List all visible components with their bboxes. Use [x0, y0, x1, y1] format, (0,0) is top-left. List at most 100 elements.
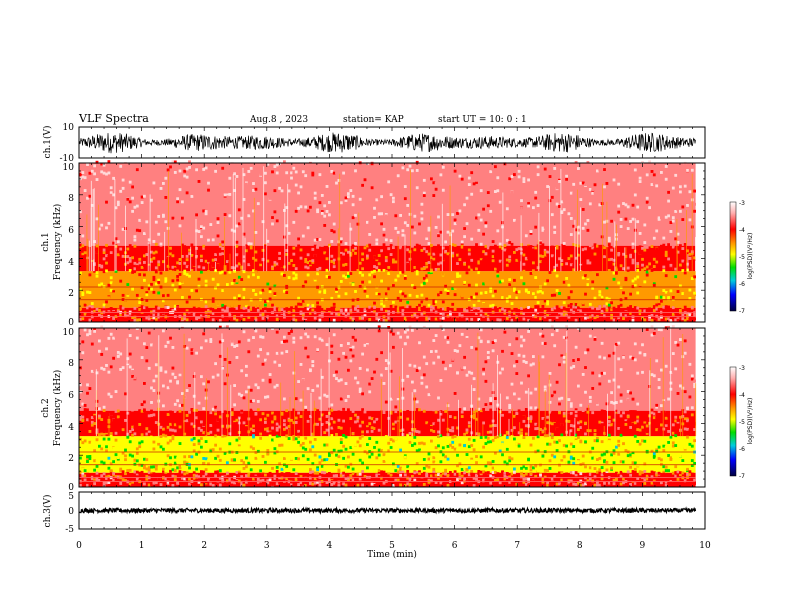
spectrogram-cell [596, 193, 599, 197]
spectrogram-cell [116, 310, 120, 313]
spectrogram-cell [214, 230, 217, 234]
spectrogram-cell [173, 300, 177, 303]
spectrogram-cell [233, 481, 236, 485]
spectrogram-cell [560, 280, 564, 284]
spectrogram-cell [79, 415, 82, 418]
spectrogram-cell [240, 475, 244, 479]
spectrogram-cell [607, 316, 611, 320]
spectrogram-cell [140, 476, 144, 480]
spectrogram-cell [211, 205, 215, 209]
spectrogram-cell [339, 280, 343, 283]
spectrogram-cell [126, 247, 130, 251]
spectrogram-cell [169, 336, 172, 340]
spectrogram-cell [240, 278, 244, 281]
spectrogram-cell [159, 413, 163, 416]
spectrogram-cell [344, 258, 348, 262]
spectrogram-cell [358, 267, 362, 270]
spectrogram-cell [169, 428, 172, 432]
spectrogram-cell [384, 248, 388, 252]
ch1-spectrogram-ylabel: Frequency (kHz) [52, 204, 63, 281]
spectrogram-cell [105, 431, 108, 435]
spectrogram-cell [344, 483, 348, 487]
spectrogram-cell [598, 293, 602, 297]
spectrogram-cell [169, 206, 172, 210]
spectrogram-cell [363, 289, 367, 293]
spectrogram-cell [273, 415, 277, 419]
spectrogram-cell [242, 447, 246, 451]
spectrogram-cell [467, 265, 471, 269]
spectrogram-cell [510, 302, 514, 305]
spectrogram-cell [88, 332, 92, 336]
spectrogram-cell [520, 199, 523, 203]
spectrogram-cell [330, 451, 334, 454]
spectrogram-cell [114, 335, 118, 339]
ch1-spectrogram-xticks [78, 163, 706, 322]
spectrogram-cell [202, 244, 206, 248]
spectrogram-cell [517, 306, 521, 310]
spectrogram-cell [221, 303, 225, 307]
spectrogram-cell [320, 210, 324, 214]
spectrogram-cell [323, 414, 327, 418]
spectrogram-cell [657, 317, 661, 321]
spectrogram-cell [603, 293, 606, 297]
spectrogram-cell [486, 297, 490, 301]
spectrogram-cell [131, 433, 134, 437]
spectrogram-cell [624, 314, 628, 318]
spectrogram-cell [100, 478, 104, 481]
spectrogram-cell [124, 313, 127, 317]
spectrogram-cell [332, 347, 336, 351]
spectrogram-cell [449, 275, 452, 279]
spectrogram-cell [325, 210, 329, 213]
spectrogram-cell [285, 224, 289, 228]
spectrogram-cell [638, 251, 642, 255]
spectrogram-cell [230, 413, 234, 416]
spectrogram-cell [292, 309, 296, 312]
spectrogram-cell [280, 351, 284, 355]
spectrogram-cell [135, 425, 139, 428]
spectrogram-cell [135, 168, 139, 172]
spectrogram-cell [579, 198, 583, 201]
spectrogram-cell [264, 427, 267, 431]
spectrogram-cell [299, 431, 303, 435]
spectrogram-cell [382, 284, 386, 288]
spectrogram-cell [437, 215, 440, 219]
spectrogram-cell [645, 304, 649, 307]
spectrogram-cell [446, 230, 450, 234]
spectrogram-cell [356, 270, 360, 274]
spectrogram-cell [415, 264, 419, 268]
spectrogram-cell [143, 232, 146, 235]
spectrogram-cell [662, 265, 666, 269]
spectrogram-cell [413, 214, 417, 218]
spectrogram-cell [183, 174, 187, 178]
spectrogram-cell [116, 261, 120, 265]
spectrogram-cell [380, 222, 383, 226]
spectrogram-cell [166, 413, 170, 416]
spectrogram-burst [242, 167, 244, 272]
spectrogram-cell [605, 302, 609, 306]
spectrogram-cell [351, 317, 355, 321]
spectrogram-cell [218, 316, 222, 320]
spectrogram-cell [671, 245, 675, 249]
spectrogram-cell [121, 473, 125, 477]
spectrogram-cell [133, 318, 137, 322]
spectrogram-cell [491, 294, 495, 298]
spectrogram-cell [143, 466, 146, 470]
spectrogram-cell [280, 189, 284, 193]
spectrogram-cell [332, 425, 336, 429]
spectrogram-cell [368, 233, 372, 236]
spectrogram-cell [185, 414, 189, 417]
spectrogram-cell [313, 453, 317, 457]
spectrogram-cell [657, 302, 661, 306]
spectrogram-cell [152, 413, 156, 417]
spectrogram-cell [389, 260, 393, 264]
spectrogram-cell [375, 292, 379, 296]
spectrogram-cell [581, 301, 585, 305]
spectrogram-cell [226, 251, 229, 255]
spectrogram-cell [539, 311, 542, 315]
spectrogram-cell [143, 273, 146, 277]
spectrogram-cell [107, 478, 111, 481]
spectrogram-cell [313, 244, 317, 248]
spectrogram-cell [596, 287, 599, 291]
spectrogram-cell [612, 258, 616, 262]
spectrogram-cell [532, 206, 535, 210]
